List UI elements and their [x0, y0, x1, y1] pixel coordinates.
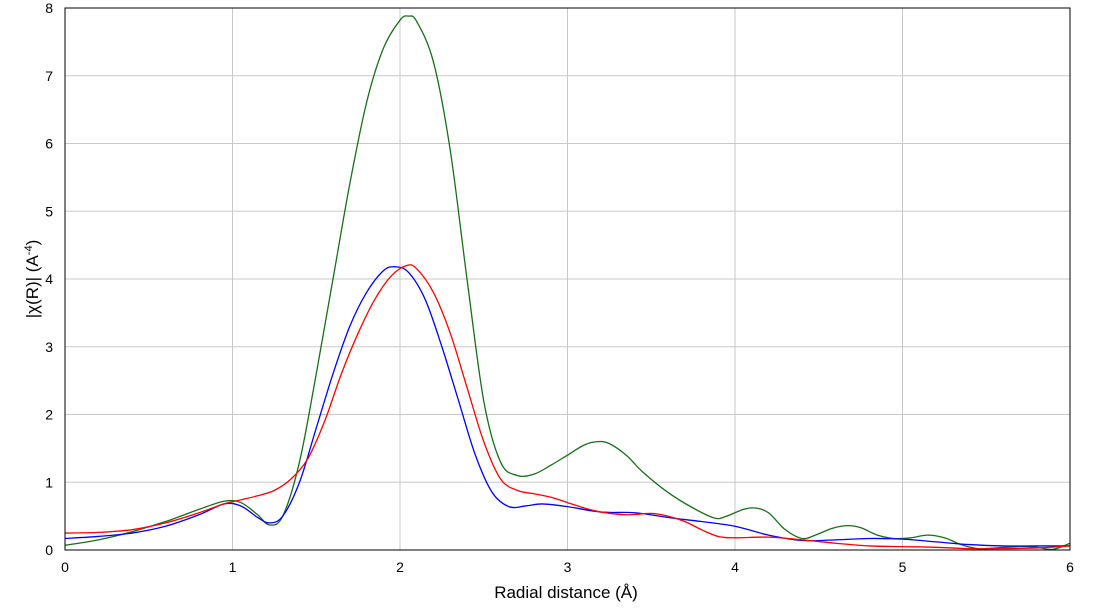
x-tick-label: 3: [564, 559, 572, 575]
y-tick-label: 8: [45, 0, 53, 16]
y-tick-label: 5: [45, 203, 53, 219]
series-group: [64, 15, 1071, 551]
series-blue-line: [64, 266, 1070, 547]
x-axis-label: Radial distance (Å): [494, 583, 638, 602]
y-tick-label: 2: [45, 407, 53, 423]
grid-lines: [65, 8, 1070, 550]
x-tick-label: 2: [396, 559, 404, 575]
x-tick-label: 6: [1066, 559, 1074, 575]
x-tick-label: 4: [731, 559, 739, 575]
y-tick-label: 7: [45, 68, 53, 84]
x-tick-labels: 0 1 2 3 4 5 6: [61, 559, 1074, 575]
x-tick-label: 0: [61, 559, 69, 575]
y-axis-label: |χ(R)| (A-4): [23, 240, 42, 319]
y-tick-label: 1: [45, 474, 53, 490]
y-tick-label: 4: [45, 271, 53, 287]
y-tick-labels: 0 1 2 3 4 5 6 7 8: [45, 0, 53, 558]
x-tick-label: 1: [229, 559, 237, 575]
y-axis-label-main: |χ(R)| (A: [23, 255, 42, 319]
y-axis-label-close: ): [23, 240, 42, 246]
y-axis-label-superscript: -4: [23, 245, 35, 255]
series-red-line: [64, 264, 1071, 550]
y-tick-label: 0: [45, 542, 53, 558]
y-tick-label: 3: [45, 339, 53, 355]
x-tick-label: 5: [899, 559, 907, 575]
plot-border: [64, 7, 1071, 551]
y-tick-label: 6: [45, 136, 53, 152]
